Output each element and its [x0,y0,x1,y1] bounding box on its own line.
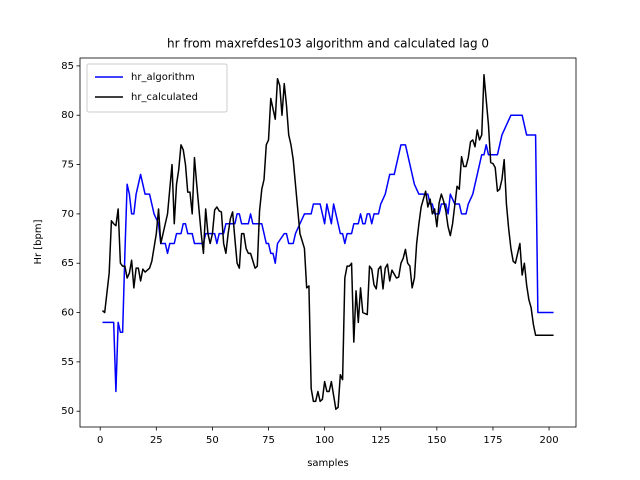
x-tick-label: 75 [262,435,275,446]
data-line [102,114,554,393]
x-tick-label: 125 [371,435,390,446]
plot-frame [79,57,577,428]
chart-title: hr from maxrefdes103 algorithm and calcu… [167,37,489,51]
x-axis-label: samples [307,458,349,469]
y-tick-label: 75 [61,160,74,171]
x-tick-label: 50 [206,435,219,446]
y-tick-label: 50 [61,406,74,417]
x-tick-label: 25 [150,435,163,446]
y-tick-label: 60 [61,308,74,319]
y-tick-label: 70 [61,209,74,220]
legend-label: hr_calculated [131,92,198,103]
x-tick-label: 100 [315,435,334,446]
legend: hr_algorithm hr_calculated [86,63,228,113]
x-tick-label: 175 [483,435,502,446]
legend-label: hr_algorithm [131,72,195,83]
y-axis-label: Hr [bpm] [33,219,44,264]
y-tick-label: 55 [61,357,74,368]
legend-box [86,63,228,113]
y-tick-label: 80 [61,110,74,121]
y-tick-label: 65 [61,258,74,269]
data-line [101,74,554,410]
x-tick-label: 150 [427,435,446,446]
x-tick-label: 200 [540,435,559,446]
y-tick-label: 85 [61,61,74,72]
x-tick-label: 0 [97,435,103,446]
